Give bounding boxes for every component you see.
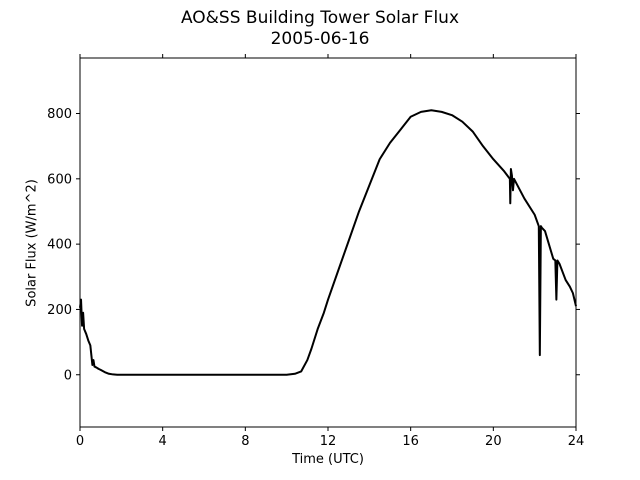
y-tick-label: 400 [47,238,72,253]
x-tick-label: 0 [76,434,84,449]
chart-subtitle: 2005-06-16 [270,29,370,49]
y-tick-label: 600 [47,172,72,187]
x-tick-label: 4 [159,434,167,449]
x-tick-label: 20 [485,434,502,449]
series-line-0 [79,109,577,376]
chart-title: AO&SS Building Tower Solar Flux [180,8,460,28]
y-tick-label: 0 [64,368,72,383]
plot-frame [79,57,577,428]
y-tick-label: 200 [47,303,72,318]
x-tick-label: 8 [241,434,249,449]
x-axis-label: Time (UTC) [292,452,364,467]
y-tick-label: 800 [47,107,72,122]
x-tick-label: 24 [568,434,585,449]
y-axis-label: Solar Flux (W/m^2) [24,179,40,307]
x-tick-label: 16 [402,434,419,449]
x-tick-label: 12 [320,434,337,449]
